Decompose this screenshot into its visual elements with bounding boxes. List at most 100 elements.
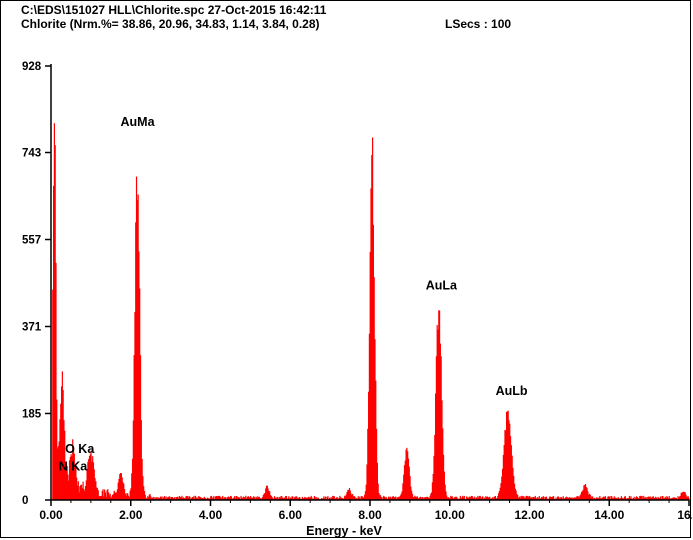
- spectrum-channel-bar: [181, 495, 183, 500]
- spectrum-channel-bar: [182, 497, 185, 500]
- spectrum-channel-bar: [501, 468, 504, 500]
- spectrum-channel-bar: [581, 491, 583, 500]
- spectrum-channel-bar: [122, 482, 124, 500]
- spectrum-channel-bar: [384, 498, 386, 500]
- spectrum-channel-bar: [159, 496, 162, 500]
- spectrum-channel-bar: [453, 497, 455, 500]
- spectrum-channel-bar: [643, 497, 646, 500]
- spectrum-channel-bar: [674, 497, 676, 500]
- spectrum-channel-bar: [454, 497, 456, 500]
- spectrum-channel-bar: [328, 497, 331, 500]
- spectrum-channel-bar: [59, 419, 61, 500]
- spectrum-channel-bar: [584, 485, 586, 500]
- spectrum-channel-bar: [174, 497, 176, 500]
- spectrum-channel-bar: [296, 496, 298, 500]
- spectrum-channel-bar: [532, 496, 534, 500]
- spectrum-channel-bar: [394, 497, 396, 500]
- spectrum-channel-bar: [291, 496, 293, 500]
- spectrum-channel-bar: [93, 469, 95, 500]
- spectrum-channel-bar: [131, 458, 134, 500]
- y-tick-group: 0 185 371 557 743 928: [22, 61, 51, 507]
- spectrum-channel-bar: [347, 489, 349, 500]
- spectrum-channel-bar: [123, 483, 125, 500]
- y-tick-label: 371: [22, 321, 42, 333]
- spectrum-channel-bar: [278, 496, 280, 500]
- spectrum-channel-bar: [95, 481, 97, 500]
- spectrum-channel-bar: [679, 495, 682, 500]
- spectrum-channel-bar: [428, 498, 430, 500]
- spectrum-channel-bar: [263, 493, 265, 500]
- spectrum-channel-bar: [113, 490, 115, 500]
- y-tick-label: 0: [22, 495, 28, 507]
- spectrum-channel-bar: [344, 496, 347, 500]
- spectrum-channel-bar: [470, 495, 473, 500]
- x-tick-label: 2.00: [119, 508, 143, 522]
- spectrum-channel-bar: [663, 498, 665, 500]
- spectrum-channel-bar: [450, 496, 453, 500]
- spectrum-channel-bar: [297, 498, 300, 500]
- spectrum-channel-bar: [668, 496, 670, 500]
- spectrum-channel-bar: [688, 498, 690, 500]
- spectrum-channel-bar: [364, 491, 367, 500]
- spectrum-channel-bar: [399, 495, 402, 500]
- spectrum-channel-bar: [391, 496, 394, 500]
- spectrum-channel-bar: [497, 496, 499, 500]
- spectrum-channel-bar: [234, 496, 236, 500]
- spectrum-channel-bar: [628, 495, 630, 500]
- spectrum-channel-bar: [116, 492, 118, 500]
- spectrum-channel-bar: [580, 491, 583, 500]
- spectrum-channel-bar: [363, 497, 365, 500]
- spectrum-channel-bar: [322, 498, 324, 500]
- x-tick-label: 10.00: [435, 508, 465, 522]
- spectrum-channel-bar: [305, 497, 307, 500]
- spectrum-channel-bar: [641, 495, 643, 500]
- spectrum-channel-bar: [561, 497, 563, 500]
- spectrum-channel-bar: [271, 496, 273, 500]
- spectrum-channel-bar: [100, 496, 102, 500]
- spectrum-channel-bar: [259, 498, 261, 500]
- spectrum-channel-bar: [640, 496, 642, 500]
- spectrum-channel-bar: [620, 496, 623, 500]
- spectrum-channel-bar: [667, 498, 670, 500]
- spectrum-channel-bar: [545, 496, 548, 500]
- spectrum-channel-bar: [459, 495, 461, 500]
- spectrum-channel-bar: [139, 355, 142, 500]
- spectrum-channel-bar: [231, 498, 233, 500]
- spectrum-channel-bar: [269, 495, 272, 500]
- spectrum-channel-bar: [173, 497, 175, 500]
- spectrum-channel-bar: [176, 497, 178, 500]
- spectrum-channel-bar: [112, 494, 115, 500]
- spectrum-channel-bar: [216, 495, 218, 500]
- spectrum-channel-bar: [332, 496, 335, 500]
- spectrum-channel-bar: [568, 497, 571, 500]
- spectrum-channel-bar: [596, 497, 598, 500]
- spectrum-channel-bar: [664, 496, 666, 500]
- spectrum-channel-bar: [596, 497, 599, 500]
- x-tick-label: 14.00: [594, 508, 624, 522]
- spectrum-channel-bar: [494, 495, 497, 500]
- spectrum-channel-bar: [262, 494, 264, 500]
- spectrum-channel-bar: [71, 456, 73, 500]
- spectrum-channel-bar: [386, 498, 388, 500]
- spectrum-channel-bar: [282, 498, 284, 500]
- spectrum-channel-bar: [348, 487, 351, 500]
- spectrum-channel-bar: [379, 495, 382, 500]
- spectrum-channel-bar: [521, 495, 523, 500]
- spectrum-channel-bar: [83, 489, 85, 500]
- spectrum-channel-bar: [372, 224, 374, 500]
- spectrum-channel-bar: [124, 493, 126, 500]
- spectrum-channel-bar: [290, 498, 292, 500]
- spectrum-channel-bar: [137, 194, 139, 500]
- spectrum-channel-bar: [227, 496, 229, 500]
- spectrum-channel-bar: [651, 496, 654, 500]
- spectrum-channel-bar: [687, 496, 689, 500]
- spectrum-channel-bar: [575, 497, 577, 500]
- spectrum-channel-bar: [362, 497, 364, 500]
- spectrum-channel-bar: [92, 456, 94, 500]
- spectrum-channel-bar: [601, 497, 603, 500]
- spectrum-channel-bar: [58, 441, 60, 500]
- spectrum-channel-bar: [54, 145, 56, 500]
- spectrum-channel-bar: [346, 491, 348, 500]
- spectrum-channel-bar: [128, 497, 130, 500]
- spectrum-channel-bar: [186, 496, 189, 500]
